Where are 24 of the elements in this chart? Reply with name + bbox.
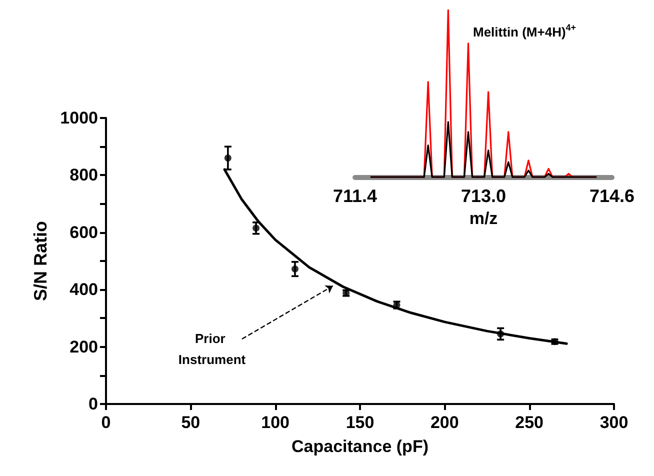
point — [224, 154, 232, 162]
x-tick-label: 200 — [430, 413, 459, 432]
y-tick-label: 800 — [70, 166, 98, 185]
x-tick-label: 250 — [515, 413, 544, 432]
point — [291, 266, 298, 273]
y-tick-label: 400 — [70, 280, 98, 300]
point — [497, 330, 504, 338]
x-tick-label: 100 — [261, 413, 290, 432]
y-tick-label: 0 — [88, 394, 98, 414]
x-tick-label: 714.6 — [589, 186, 635, 206]
y-tick-label: 200 — [70, 337, 98, 356]
point — [252, 224, 260, 232]
x-axis-title: m/z — [469, 209, 498, 228]
y-tick-label: 600 — [70, 222, 98, 242]
x-tick-label: 0 — [101, 413, 111, 432]
x-tick-label: 300 — [600, 413, 628, 432]
y-tick-label: 1000 — [60, 108, 98, 128]
annotation: Prior Instrument — [178, 331, 246, 367]
y-axis-title: S/N Ratio — [30, 220, 50, 302]
x-axis-title: Capacitance (pF) — [292, 437, 428, 456]
x-tick-label: 150 — [346, 413, 374, 432]
x-tick-label: 50 — [181, 413, 200, 432]
x-tick-label: 713.0 — [460, 186, 506, 206]
x-tick-label: 711.4 — [332, 186, 378, 206]
